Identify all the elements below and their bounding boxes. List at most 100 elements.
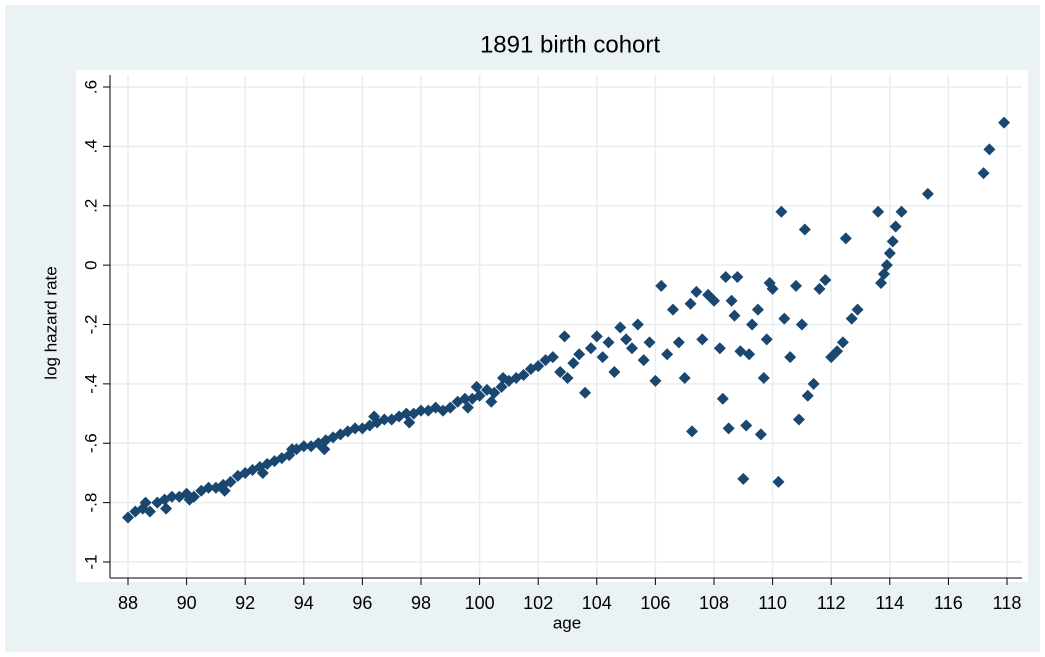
point — [561, 371, 574, 384]
point — [778, 312, 791, 325]
point — [655, 279, 668, 292]
point — [643, 336, 656, 349]
point — [415, 404, 427, 417]
point — [998, 116, 1011, 129]
point — [318, 443, 331, 456]
point — [690, 285, 703, 298]
point — [470, 380, 483, 393]
point — [713, 342, 726, 355]
point — [218, 484, 231, 497]
point — [444, 401, 457, 414]
point — [368, 410, 381, 423]
point — [757, 371, 770, 384]
point — [708, 294, 720, 307]
point — [584, 342, 597, 355]
point — [602, 336, 615, 349]
point — [625, 342, 638, 355]
point — [845, 312, 858, 325]
x-tick-label: 92 — [235, 593, 255, 613]
point — [497, 371, 510, 384]
x-tick-label: 90 — [177, 593, 197, 613]
y-tick-label: -1 — [81, 554, 100, 569]
point — [795, 318, 808, 331]
point — [165, 490, 178, 503]
point — [798, 223, 811, 236]
y-tick-label: -.6 — [81, 433, 100, 453]
point — [139, 496, 152, 509]
point — [836, 336, 849, 349]
x-tick-label: 114 — [875, 593, 904, 613]
point — [801, 389, 814, 402]
x-tick-label: 106 — [640, 593, 670, 613]
point — [760, 333, 773, 346]
point — [731, 271, 744, 283]
point — [649, 374, 662, 387]
plot-region — [76, 70, 1028, 582]
point — [567, 357, 580, 370]
point — [872, 205, 885, 218]
point — [751, 303, 764, 316]
point — [256, 466, 269, 479]
y-tick-label: 0 — [81, 260, 100, 269]
point — [224, 475, 237, 488]
y-tick-label: .6 — [81, 80, 100, 94]
point — [895, 205, 908, 218]
y-tick-label: -.2 — [81, 315, 100, 335]
point — [754, 428, 767, 441]
point — [661, 348, 674, 361]
x-tick-label: 116 — [934, 593, 963, 613]
point — [620, 333, 633, 346]
point — [728, 309, 741, 322]
point — [485, 395, 498, 408]
point — [183, 493, 196, 506]
point — [839, 232, 852, 245]
point — [977, 167, 990, 180]
x-tick-label: 110 — [758, 593, 787, 613]
point — [202, 481, 215, 494]
point — [831, 345, 844, 358]
point — [889, 220, 902, 233]
point — [590, 330, 603, 343]
point — [631, 318, 644, 331]
point — [883, 247, 896, 260]
point — [579, 386, 592, 399]
point — [807, 377, 820, 390]
point — [772, 475, 785, 488]
point — [573, 348, 586, 361]
point — [666, 303, 679, 316]
point — [725, 294, 738, 307]
point — [722, 422, 735, 435]
x-tick-label: 102 — [523, 593, 553, 613]
point — [880, 259, 893, 272]
y-tick-label: .4 — [81, 139, 100, 153]
point — [983, 143, 996, 156]
point — [495, 380, 508, 393]
point — [286, 443, 299, 456]
point — [813, 282, 826, 295]
x-tick-label: 112 — [817, 593, 846, 613]
point — [608, 366, 621, 378]
x-tick-label: 108 — [699, 593, 729, 613]
point — [740, 419, 753, 432]
point — [743, 348, 756, 361]
point — [921, 187, 934, 200]
point — [716, 392, 729, 405]
x-tick-label: 94 — [294, 593, 314, 613]
point — [784, 351, 797, 364]
point — [790, 279, 803, 292]
point — [886, 235, 899, 248]
point — [819, 273, 832, 286]
y-tick-label: .2 — [81, 199, 100, 213]
point — [297, 440, 310, 453]
chart-title: 1891 birth cohort — [480, 31, 660, 58]
point — [461, 401, 474, 414]
point — [678, 371, 691, 384]
point — [684, 297, 697, 310]
y-tick-label: -.8 — [81, 493, 100, 513]
point — [851, 303, 864, 316]
x-tick-label: 118 — [993, 593, 1022, 613]
x-tick-label: 104 — [582, 593, 612, 613]
x-tick-label: 98 — [411, 593, 431, 613]
point — [403, 416, 416, 429]
